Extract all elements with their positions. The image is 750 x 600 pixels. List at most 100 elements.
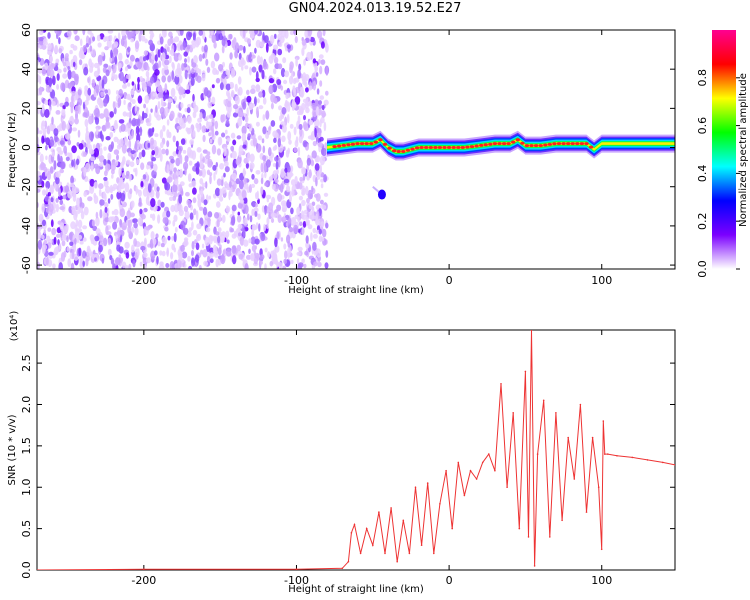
- noise-blob: [157, 93, 164, 99]
- snr-point: [674, 464, 675, 466]
- noise-blob: [216, 219, 220, 228]
- noise-blob: [172, 135, 176, 143]
- noise-blob: [239, 199, 245, 204]
- noise-blob: [135, 159, 140, 165]
- noise-blob: [93, 70, 100, 78]
- noise-blob: [99, 209, 103, 219]
- noise-blob: [178, 117, 184, 126]
- noise-blob: [77, 219, 83, 229]
- noise-blob: [307, 224, 313, 230]
- noise-blob: [186, 83, 189, 92]
- noise-blob: [226, 102, 232, 108]
- noise-blob: [284, 102, 288, 108]
- noise-blob: [313, 261, 318, 267]
- noise-blob: [210, 235, 215, 241]
- noise-blob: [49, 62, 54, 70]
- noise-blob: [47, 170, 51, 181]
- noise-blob: [161, 250, 166, 257]
- noise-blob: [306, 211, 310, 218]
- noise-blob: [113, 122, 119, 130]
- noise-blob: [199, 178, 204, 185]
- noise-blob: [314, 193, 319, 198]
- noise-blob: [58, 48, 63, 54]
- noise-blob: [140, 213, 146, 220]
- signal-core-dot: [579, 142, 585, 146]
- noise-blob: [119, 138, 124, 147]
- noise-blob: [79, 240, 84, 245]
- noise-blob: [294, 96, 301, 105]
- noise-blob: [124, 66, 129, 72]
- signal-core-dot: [570, 142, 575, 146]
- noise-blob: [142, 56, 147, 62]
- noise-blob: [178, 74, 183, 84]
- noise-blob: [241, 132, 246, 143]
- noise-blob: [221, 73, 226, 79]
- top-y-tick-label: 0: [20, 144, 33, 151]
- noise-blob: [53, 128, 59, 137]
- noise-blob: [153, 146, 159, 156]
- noise-blob: [129, 60, 133, 67]
- noise-blob: [262, 97, 267, 105]
- noise-blob: [158, 60, 162, 68]
- noise-blob: [167, 46, 170, 53]
- noise-blob: [203, 44, 208, 53]
- noise-blob: [84, 85, 89, 92]
- noise-blob: [119, 207, 126, 218]
- noise-blob: [231, 150, 237, 159]
- noise-blob: [149, 34, 154, 41]
- noise-blob: [320, 236, 325, 242]
- noise-blob: [237, 211, 241, 216]
- noise-blob: [312, 241, 317, 251]
- noise-blob: [306, 30, 313, 37]
- noise-blob: [213, 172, 216, 181]
- colorbar-ticks: 0.0 0.2 0.4 0.6 0.8: [696, 69, 740, 278]
- noise-blob: [93, 181, 98, 189]
- noise-blob: [307, 189, 313, 200]
- noise-blob: [45, 144, 48, 151]
- noise-blob: [250, 84, 256, 90]
- noise-blob: [320, 221, 325, 228]
- noise-blob: [137, 189, 142, 197]
- noise-blob: [37, 68, 43, 74]
- noise-blob: [139, 76, 143, 81]
- noise-blob: [242, 30, 246, 39]
- noise-blob: [222, 214, 226, 223]
- noise-blob: [206, 66, 211, 73]
- noise-blob: [223, 181, 228, 187]
- noise-blob: [247, 213, 250, 221]
- noise-blob: [280, 114, 284, 120]
- noise-blob: [115, 257, 121, 266]
- noise-blob: [164, 226, 169, 232]
- noise-blob: [126, 159, 131, 165]
- noise-blob: [131, 119, 137, 127]
- noise-blob: [67, 258, 71, 268]
- noise-blob: [77, 129, 81, 138]
- noise-blob: [170, 38, 174, 44]
- noise-blob: [192, 93, 195, 102]
- noise-blob: [320, 178, 325, 183]
- noise-blob: [170, 252, 174, 260]
- noise-blob: [84, 99, 89, 106]
- noise-blob: [173, 232, 177, 243]
- noise-blob: [127, 46, 131, 53]
- noise-blob: [221, 143, 228, 150]
- noise-blob: [56, 30, 62, 37]
- bottom-y-tick-label: 1.0: [20, 478, 33, 496]
- noise-blob: [166, 247, 169, 257]
- noise-blob: [70, 221, 76, 230]
- noise-blob: [244, 115, 249, 123]
- noise-blob: [261, 138, 265, 144]
- noise-blob: [235, 178, 240, 185]
- noise-blob: [99, 147, 103, 156]
- noise-blob: [151, 213, 156, 221]
- noise-blob: [192, 32, 196, 42]
- noise-blob: [267, 251, 271, 258]
- noise-blob: [42, 244, 48, 250]
- noise-blob: [213, 41, 217, 49]
- snr-point: [646, 459, 649, 461]
- noise-blob: [247, 38, 251, 45]
- bottom-x-tick-label: -100: [284, 574, 309, 587]
- noise-blob: [244, 65, 249, 70]
- noise-blob: [183, 237, 189, 242]
- noise-blob: [315, 155, 321, 163]
